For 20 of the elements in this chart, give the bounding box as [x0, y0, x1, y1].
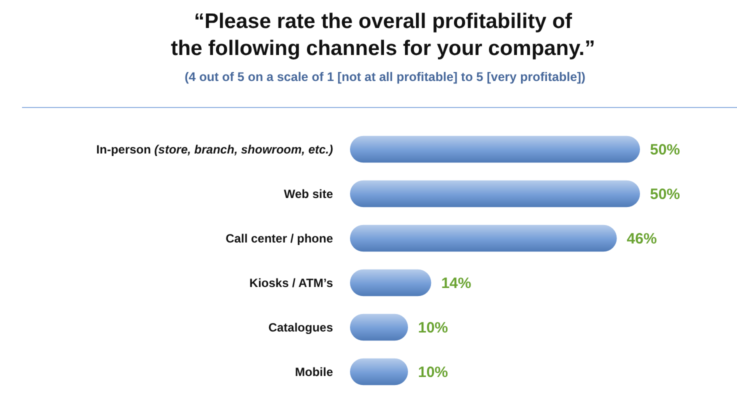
y-tick-label: In-person (store, branch, showroom, etc.)	[96, 142, 333, 156]
data-label: 10%	[418, 320, 448, 337]
bar	[350, 269, 432, 296]
bar	[350, 224, 617, 252]
bar	[350, 314, 408, 341]
data-label: 50%	[650, 142, 680, 159]
bar	[350, 180, 640, 208]
data-label: 46%	[626, 230, 657, 248]
bar	[350, 136, 640, 163]
y-tick-label: Mobile	[295, 364, 334, 379]
y-tick-label: Catalogues	[268, 320, 334, 334]
data-label: 14%	[441, 275, 472, 292]
data-label: 50%	[650, 186, 680, 204]
data-label: 10%	[418, 364, 448, 382]
y-tick-label: Call center / phone	[226, 231, 334, 246]
chart-title: “Please rate the overall profitability of the following channels for your company.”	[170, 10, 596, 60]
bar	[350, 358, 408, 386]
y-tick-label: Kiosks / ATM’s	[249, 276, 334, 290]
chart-subtitle: (4 out of 5 on a scale of 1 [not at all profitable] to 5 [very profitable])	[184, 70, 586, 84]
y-tick-label: Web site	[284, 186, 334, 201]
